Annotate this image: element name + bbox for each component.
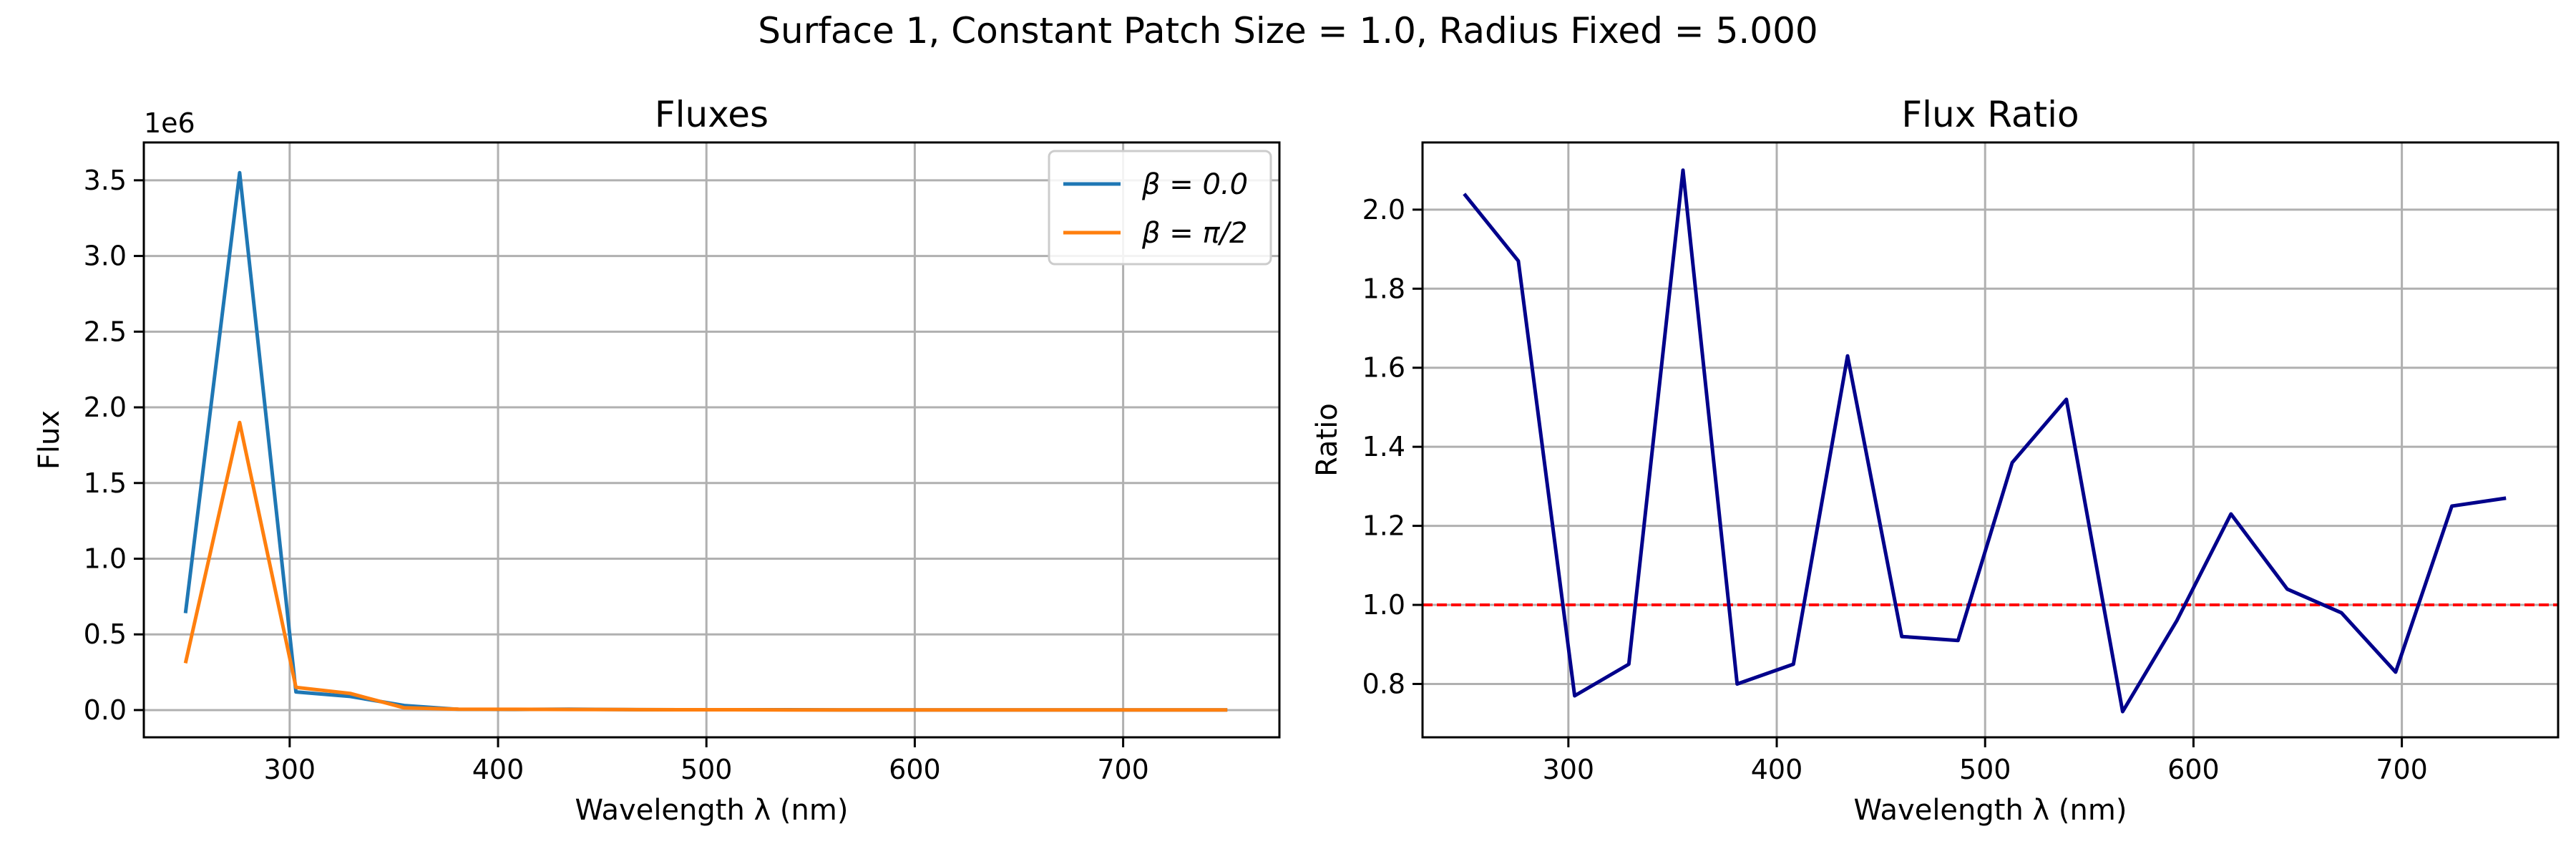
ratio-x-tick-label: 500: [1959, 754, 2011, 785]
ratio-title: Flux Ratio: [1901, 94, 2079, 135]
ratio-x-axis-label: Wavelength λ (nm): [1854, 794, 2127, 827]
fluxes-axes-frame: [142, 141, 1281, 739]
ratio-series-line-0: [1463, 168, 2507, 714]
fluxes-y-tick-label: 1.5: [84, 467, 127, 499]
legend-entry-label: β = π/2: [1141, 217, 1247, 250]
fluxes-y-tick-label: 2.5: [84, 316, 127, 347]
ratio-x-tick-label: 400: [1751, 754, 1803, 785]
ratio-x-tick-label: 300: [1543, 754, 1595, 785]
fluxes-y-tick-label: 1.0: [84, 543, 127, 574]
fluxes-y-tick-label: 3.5: [84, 165, 127, 196]
ratio-y-tick-label: 1.8: [1362, 273, 1405, 304]
fluxes-title: Fluxes: [655, 94, 769, 135]
ratio-x-tick-label: 600: [2167, 754, 2220, 785]
legend-entry-label: β = 0.0: [1141, 168, 1248, 201]
fluxes-x-ticks: 300 400 500 600 700: [264, 737, 1149, 785]
fluxes-x-tick-label: 700: [1097, 754, 1149, 785]
fluxes-x-tick-label: 300: [264, 754, 316, 785]
fluxes-x-tick-label: 600: [889, 754, 941, 785]
fluxes-lines: [183, 170, 1228, 712]
fluxes-legend: β = 0.0 β = π/2: [1048, 150, 1272, 266]
legend-box: [1048, 150, 1272, 266]
fluxes-y-tick-label: 0.5: [84, 618, 127, 650]
ratio-lines: [1423, 168, 2558, 714]
ratio-y-axis-label: Ratio: [1311, 403, 1344, 477]
fluxes-y-offset-label: 1e6: [144, 107, 195, 139]
ratio-axes-frame: [1421, 141, 2560, 739]
panel-fluxes: 300 400 500 600 700 0.0 0.5 1.0 1.5 2.0 2.5 3.0 3.5…: [33, 94, 1281, 827]
fluxes-y-tick-label: 0.0: [84, 694, 127, 726]
fluxes-x-axis-label: Wavelength λ (nm): [575, 794, 849, 827]
ratio-y-tick-label: 1.4: [1362, 431, 1405, 462]
ratio-y-tick-label: 1.6: [1362, 352, 1405, 384]
ratio-y-ticks: 0.8 1.0 1.2 1.4 1.6 1.8 2.0: [1362, 194, 1423, 699]
ratio-y-tick-label: 1.0: [1362, 589, 1405, 621]
ratio-x-ticks: 300 400 500 600 700: [1543, 737, 2428, 785]
fluxes-y-axis-label: Flux: [33, 410, 66, 470]
fluxes-y-ticks: 0.0 0.5 1.0 1.5 2.0 2.5 3.0 3.5: [84, 165, 144, 726]
figure-suptitle: Surface 1, Constant Patch Size = 1.0, Ra…: [758, 10, 1818, 52]
fluxes-y-tick-label: 2.0: [84, 392, 127, 423]
fluxes-x-tick-label: 400: [472, 754, 525, 785]
fluxes-y-tick-label: 3.0: [84, 241, 127, 272]
ratio-grid: [1423, 142, 2558, 737]
panel-flux-ratio: 300 400 500 600 700 0.8 1.0 1.2 1.4 1.6 1.8 2.0 Fl…: [1311, 94, 2560, 827]
ratio-y-tick-label: 2.0: [1362, 194, 1405, 225]
fluxes-x-tick-label: 500: [680, 754, 733, 785]
ratio-y-tick-label: 0.8: [1362, 668, 1405, 699]
ratio-x-tick-label: 700: [2376, 754, 2428, 785]
fluxes-series-line-1: [183, 420, 1228, 712]
ratio-y-tick-label: 1.2: [1362, 510, 1405, 542]
